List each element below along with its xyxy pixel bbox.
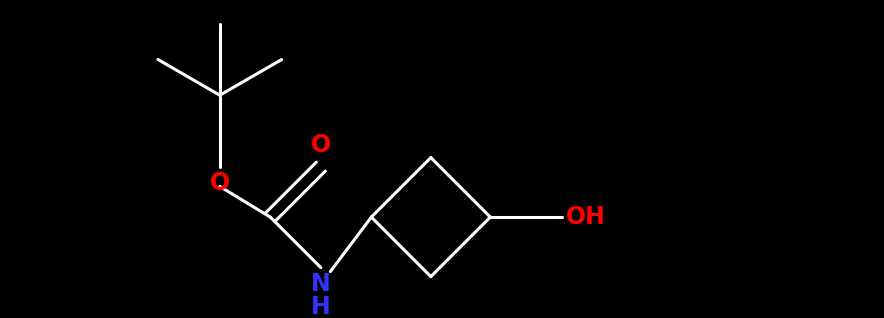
Text: O: O (311, 133, 331, 157)
Text: O: O (210, 170, 230, 195)
Text: OH: OH (566, 205, 606, 229)
Text: N: N (311, 272, 331, 296)
Text: H: H (311, 295, 331, 318)
